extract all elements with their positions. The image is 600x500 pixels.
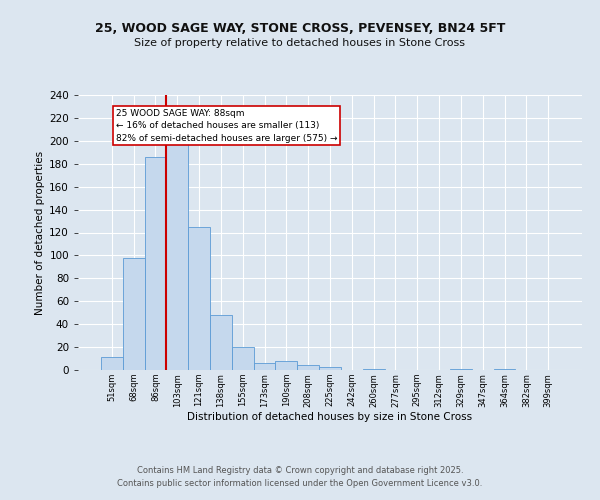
Bar [319,366,341,370]
Y-axis label: Number of detached properties: Number of detached properties [35,150,45,314]
Text: Contains HM Land Registry data © Crown copyright and database right 2025.
Contai: Contains HM Land Registry data © Crown c… [118,466,482,487]
X-axis label: Distribution of detached houses by size in Stone Cross: Distribution of detached houses by size … [187,412,473,422]
Bar [254,363,275,370]
Text: Size of property relative to detached houses in Stone Cross: Size of property relative to detached ho… [134,38,466,48]
Bar [297,366,319,370]
Bar [494,369,515,370]
Bar [275,361,297,370]
Bar [450,369,472,370]
Bar [232,347,254,370]
Bar [166,141,188,370]
Bar [101,358,123,370]
Text: 25 WOOD SAGE WAY: 88sqm
← 16% of detached houses are smaller (113)
82% of semi-d: 25 WOOD SAGE WAY: 88sqm ← 16% of detache… [116,109,337,143]
Bar [123,258,145,370]
Bar [210,315,232,370]
Bar [363,369,385,370]
Bar [188,227,210,370]
Bar [145,157,166,370]
Text: 25, WOOD SAGE WAY, STONE CROSS, PEVENSEY, BN24 5FT: 25, WOOD SAGE WAY, STONE CROSS, PEVENSEY… [95,22,505,36]
